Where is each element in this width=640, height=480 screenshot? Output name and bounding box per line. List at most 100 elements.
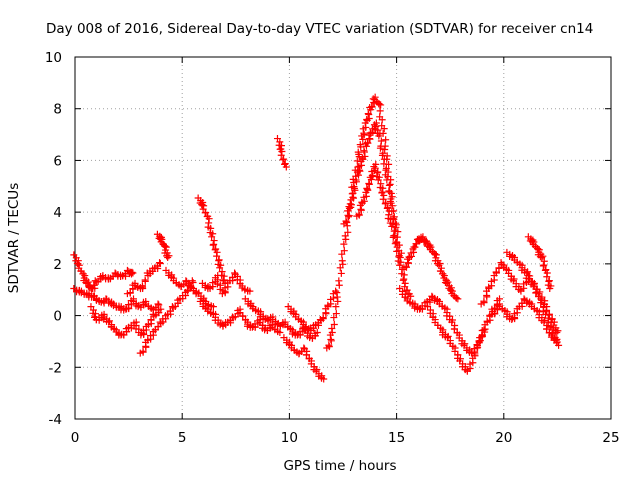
data-point [359,135,367,143]
data-point [386,180,394,188]
data-point [336,264,344,272]
data-point [141,276,149,284]
data-point [380,160,388,168]
data-point [280,155,288,163]
data-point [553,335,561,343]
y-tick-labels: -4 -2 0 2 4 6 8 10 [45,50,62,428]
data-point [165,252,173,260]
data-point [164,253,172,261]
data-point [444,278,452,286]
data-point [365,179,373,187]
data-point [376,107,384,115]
series-track-w [524,233,555,293]
data-points [70,93,563,383]
data-point [328,325,336,332]
data-point [147,316,155,324]
y-tick-label: 0 [53,309,62,325]
data-point [332,310,340,318]
series-track-n [284,287,340,335]
y-tick-label: -2 [49,360,62,376]
data-point [492,268,500,276]
data-point [183,286,191,294]
data-point [209,241,217,249]
data-point [188,277,196,285]
data-point [209,303,217,311]
data-point [376,144,384,152]
series-track-e [136,277,197,357]
x-tick-label: 10 [281,430,298,446]
data-point [368,102,376,110]
series-track-f [153,230,173,261]
data-point [402,263,410,271]
series-track-p [340,119,405,261]
data-point [277,151,285,159]
data-point [539,252,547,260]
series-track-t [424,295,504,375]
series-track-h [194,194,229,287]
x-tick-label: 20 [495,430,512,446]
data-point [545,311,553,319]
data-point [338,250,346,258]
data-point [386,188,394,196]
data-point [129,269,137,277]
data-point [392,223,400,231]
data-point [209,230,217,238]
data-point [388,222,396,230]
data-point [330,321,338,329]
data-point [461,340,469,348]
series-track-c [87,303,165,339]
series-track-a [70,251,137,293]
data-point [381,145,389,153]
data-point [189,278,197,286]
data-point [332,303,340,311]
data-point [546,285,554,293]
series-track-i [196,297,284,336]
data-point [333,289,341,297]
data-point [381,200,389,208]
data-point [555,341,563,349]
data-point [444,332,452,340]
data-point [552,336,560,344]
data-point [382,136,390,144]
data-point [374,176,382,184]
data-point [363,139,371,147]
chart-title: Day 008 of 2016, Sidereal Day-to-day VTE… [46,21,593,37]
y-axis-label: SDTVAR / TECUs [6,183,22,293]
data-point [156,259,164,267]
x-tick-label: 0 [71,430,80,446]
data-point [377,101,385,109]
data-point [379,195,387,203]
data-point [389,233,397,241]
data-point [397,258,405,266]
x-tick-label: 5 [178,430,187,446]
data-point [246,287,254,295]
data-point [330,314,338,322]
data-point [340,247,348,255]
data-point [282,163,290,171]
data-point [360,147,368,155]
data-point [543,306,551,314]
data-point [371,164,379,172]
data-point [277,142,285,150]
data-point [436,260,444,268]
data-point [313,328,321,336]
data-point [344,228,352,236]
data-point [276,138,284,146]
data-point [337,269,345,277]
series-track-k [241,295,321,342]
plot-frame [74,56,612,420]
data-point [281,160,289,168]
data-point [350,183,358,191]
data-point [139,347,147,355]
data-point [354,148,362,156]
data-point [375,132,383,140]
x-tick-labels: 0 5 10 15 20 25 [71,430,620,446]
data-point [338,257,346,265]
data-point [383,176,391,184]
data-point [538,253,546,261]
data-point [539,262,547,270]
data-point [354,171,362,179]
data-point [541,316,549,324]
data-point [473,341,481,349]
